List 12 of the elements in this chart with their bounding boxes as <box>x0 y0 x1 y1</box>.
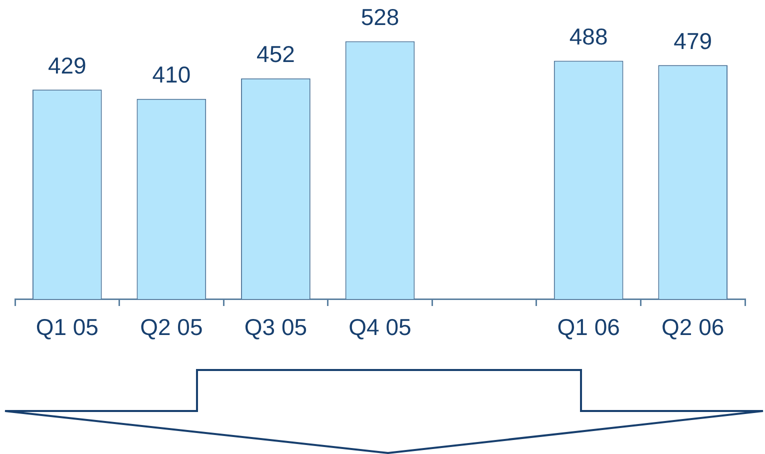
data-label: 488 <box>569 24 608 50</box>
x-tick-label: Q1 06 <box>557 314 620 340</box>
data-label: 479 <box>674 28 712 54</box>
x-tick-label: Q2 06 <box>662 314 724 340</box>
x-tick-label: Q1 05 <box>36 314 98 340</box>
data-label: 528 <box>360 4 400 30</box>
data-label: 410 <box>152 62 191 88</box>
data-label: 429 <box>48 52 86 78</box>
data-label: 452 <box>256 41 295 68</box>
x-tick-label: Q4 05 <box>348 314 412 340</box>
x-tick-label: Q3 05 <box>244 314 308 340</box>
x-tick-label: Q2 05 <box>140 314 203 340</box>
